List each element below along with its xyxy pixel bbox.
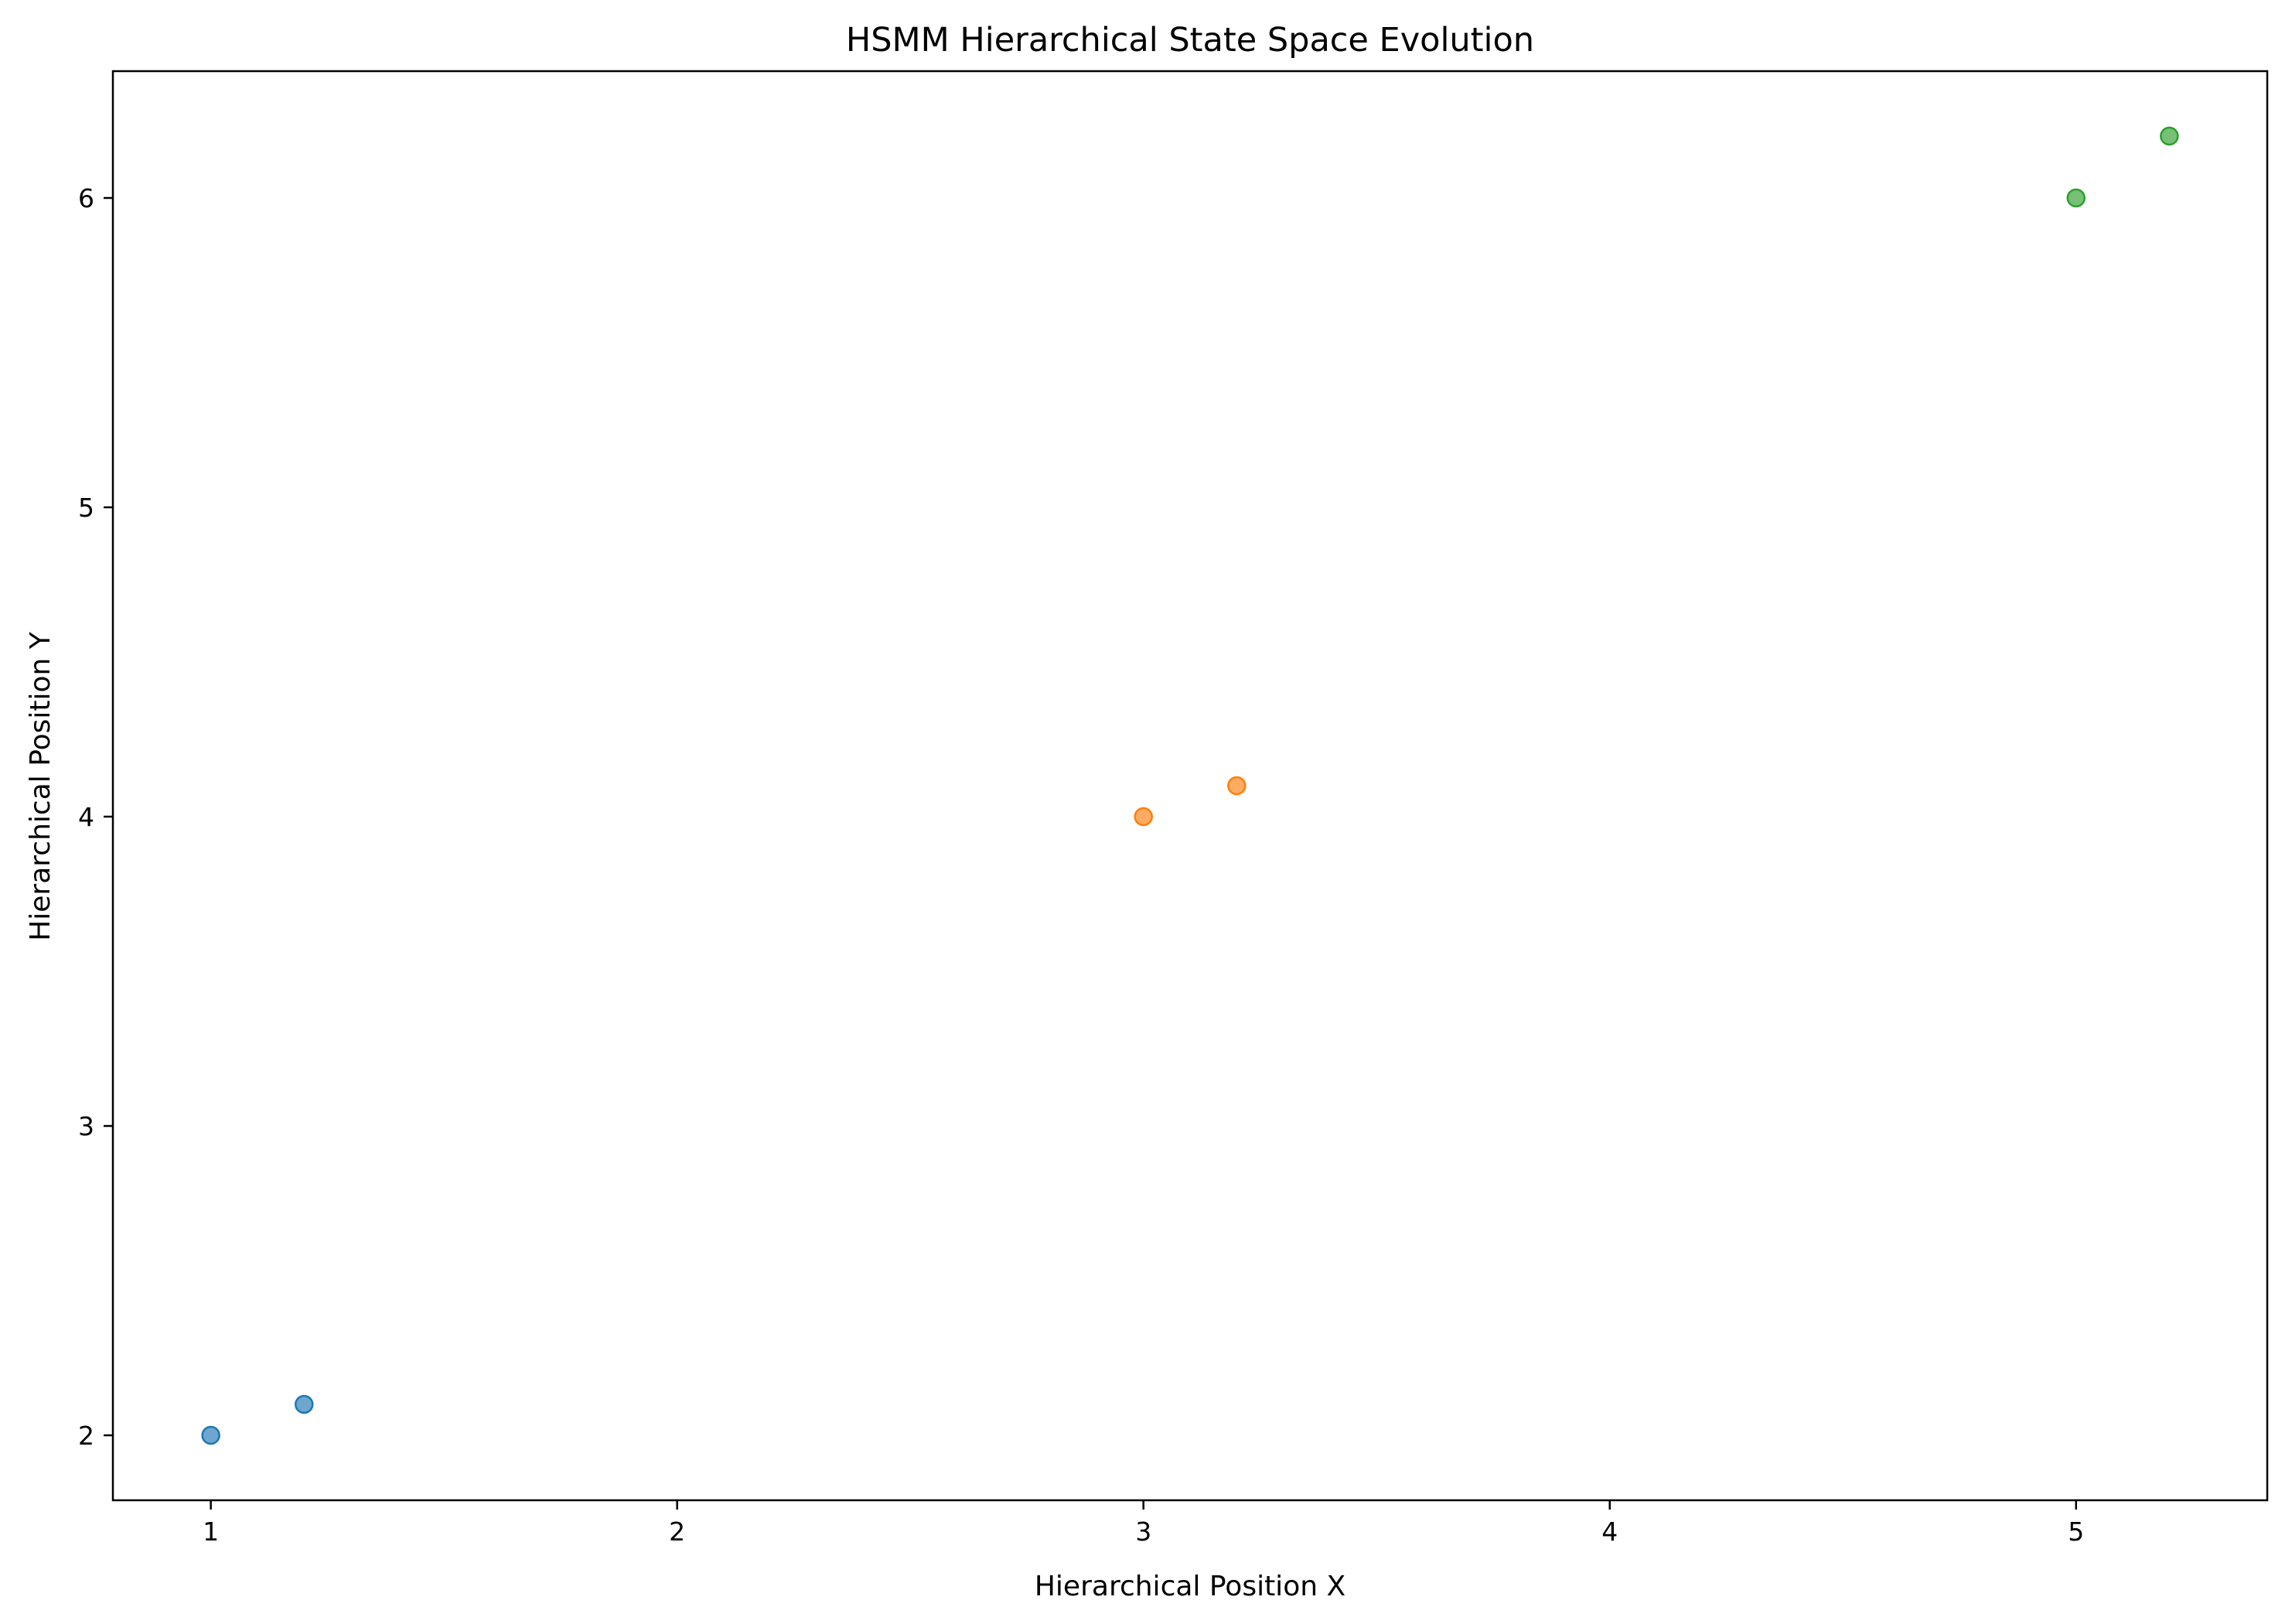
data-point-2-2	[1227, 776, 1247, 796]
y-tick-label: 2	[78, 1421, 94, 1451]
plot-frame	[111, 70, 2269, 1502]
chart-title: HSMM Hierarchical State Space Evolution	[846, 21, 1534, 60]
y-tick-label: 5	[78, 493, 94, 523]
x-axis-label: Hierarchical Position X	[1035, 1571, 1346, 1602]
data-point-3-1	[2066, 188, 2086, 208]
x-tick-label: 5	[2068, 1517, 2084, 1547]
axes: 1 2 3 4 5 2 3 4 5 6	[78, 70, 2269, 1547]
x-tick-label: 1	[203, 1517, 219, 1547]
x-tick-label: 4	[1601, 1517, 1618, 1547]
y-tick-label: 4	[78, 802, 94, 832]
y-axis-label: Hierarchical Position Y	[25, 631, 56, 941]
data-point-3-2	[2160, 126, 2179, 146]
x-tick-label: 3	[1135, 1517, 1151, 1547]
plot-background	[113, 71, 2267, 1500]
data-point-2-1	[1134, 807, 1153, 827]
plot-area	[113, 71, 2267, 1500]
data-point-1-2	[294, 1394, 314, 1414]
y-tick-label: 6	[78, 183, 94, 213]
data-marks	[201, 126, 2179, 1445]
x-tick-label: 2	[669, 1517, 685, 1547]
y-tick-label: 3	[78, 1111, 94, 1141]
data-point-1-1	[201, 1425, 220, 1445]
